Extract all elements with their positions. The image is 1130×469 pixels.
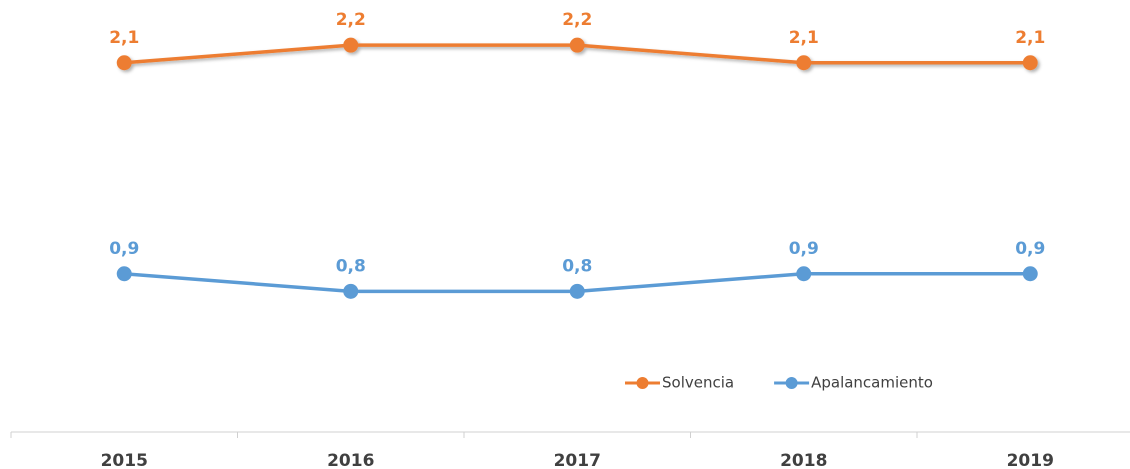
x-tick-label: 2016 [327, 451, 374, 469]
value-label: 0,8 [336, 256, 366, 276]
x-tick-label: 2017 [554, 451, 601, 469]
x-tick-label: 2019 [1007, 451, 1054, 469]
value-label: 0,9 [1015, 239, 1045, 259]
point [343, 37, 359, 53]
legend-label: Apalancamiento [811, 374, 933, 392]
series [116, 37, 1038, 71]
value-label: 2,2 [562, 10, 592, 30]
point [1022, 55, 1038, 71]
point [796, 55, 812, 71]
x-tick-label: 2015 [101, 451, 148, 469]
point [116, 266, 132, 282]
value-label: 0,9 [109, 239, 139, 259]
point [796, 266, 812, 282]
value-label: 2,1 [1015, 28, 1045, 48]
value-label: 2,2 [336, 10, 366, 30]
point [116, 55, 132, 71]
point [569, 283, 585, 299]
value-label: 0,9 [789, 239, 819, 259]
value-label: 2,1 [109, 28, 139, 48]
value-label: 0,8 [562, 256, 592, 276]
point [1022, 266, 1038, 282]
point [343, 283, 359, 299]
x-tick-label: 2018 [780, 451, 827, 469]
point [569, 37, 585, 53]
value-label: 2,1 [789, 28, 819, 48]
legend-label: Solvencia [662, 374, 734, 392]
legend-marker [785, 377, 798, 389]
legend-marker [636, 377, 649, 389]
series [116, 266, 1038, 299]
